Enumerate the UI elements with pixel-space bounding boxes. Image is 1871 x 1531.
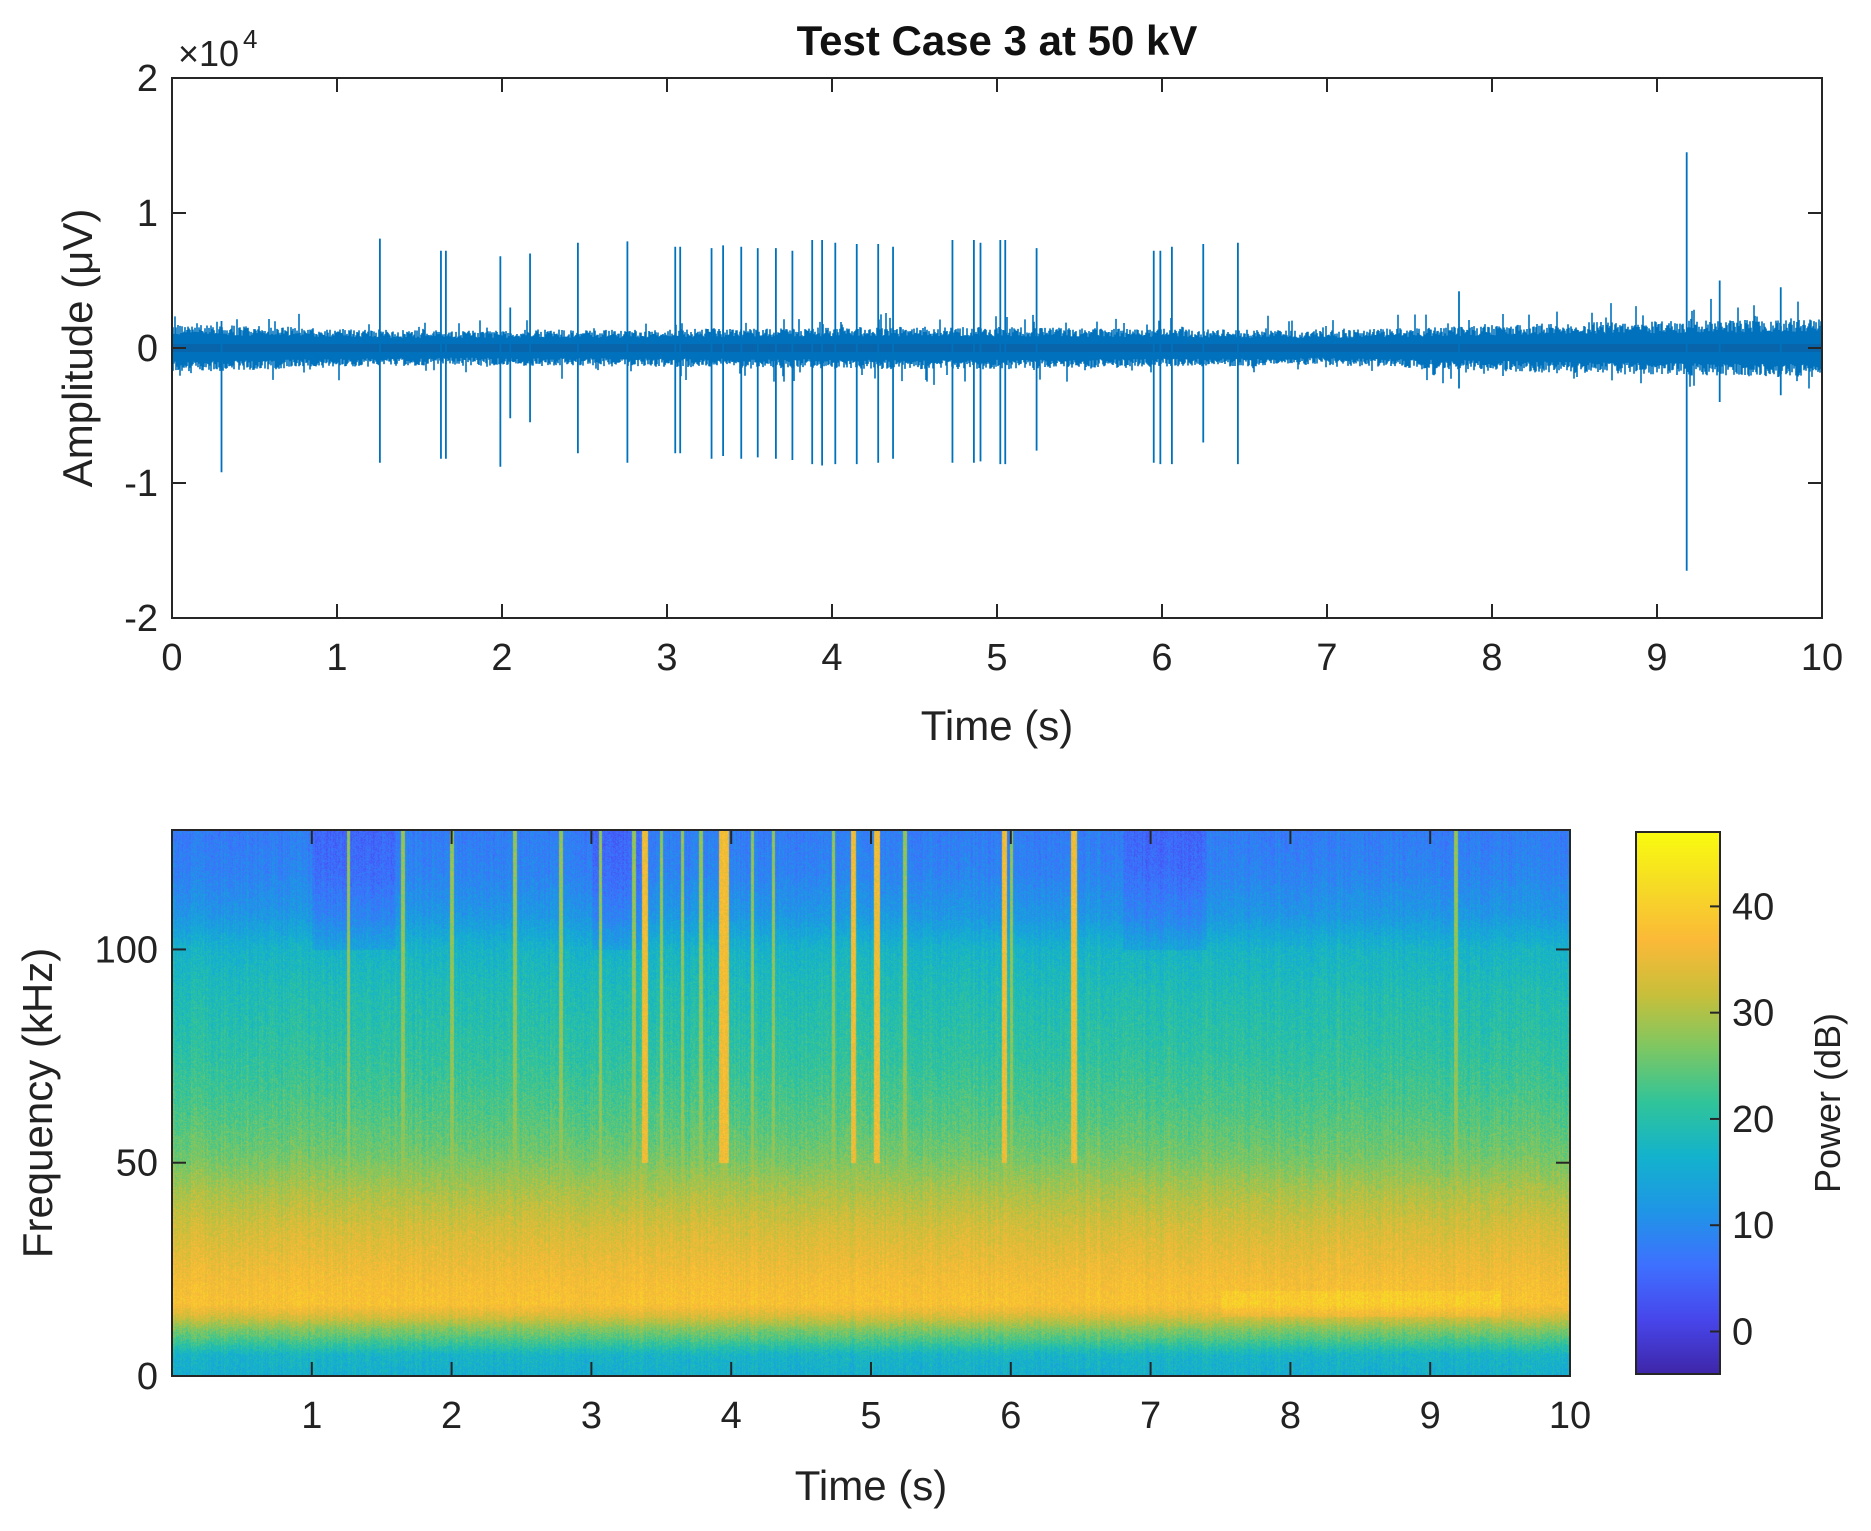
amplitude-signal — [172, 152, 1822, 571]
colorbar-tick-label: 0 — [1732, 1311, 1753, 1353]
top-x-tick-label: 10 — [1801, 637, 1843, 679]
bottom-x-tick-label: 10 — [1549, 1395, 1591, 1437]
top-y-axis-label: Amplitude (μV) — [54, 209, 101, 488]
spectrogram-raster — [172, 830, 1570, 1376]
top-x-tick-label: 0 — [161, 637, 182, 679]
top-x-tick-label: 1 — [326, 637, 347, 679]
top-x-axis-label: Time (s) — [921, 702, 1073, 749]
top-x-tick-label: 3 — [656, 637, 677, 679]
chart-title: Test Case 3 at 50 kV — [797, 17, 1198, 64]
colorbar-label: Power (dB) — [1807, 1013, 1848, 1193]
bottom-x-axis-ticks: 1 2 3 4 5 6 7 8 9 10 — [301, 830, 1591, 1437]
bottom-x-tick-label: 2 — [441, 1395, 462, 1437]
top-x-tick-label: 5 — [986, 637, 1007, 679]
top-y-tick-label: 0 — [137, 328, 158, 370]
top-x-tick-label: 8 — [1481, 637, 1502, 679]
bottom-y-axis-label: Frequency (kHz) — [14, 948, 61, 1258]
bottom-y-tick-label: 50 — [116, 1143, 158, 1185]
bottom-y-tick-label: 100 — [95, 929, 158, 971]
top-x-tick-label: 9 — [1646, 637, 1667, 679]
bottom-x-tick-label: 3 — [581, 1395, 602, 1437]
colorbar-tick-label: 20 — [1732, 1099, 1774, 1141]
amplitude-chart: Test Case 3 at 50 kV ×10 4 0 1 2 3 4 5 6 7 8 9 10 … — [54, 17, 1843, 749]
colorbar-tick-label: 10 — [1732, 1205, 1774, 1247]
bottom-x-tick-label: 5 — [860, 1395, 881, 1437]
top-y-tick-label: -1 — [124, 463, 158, 505]
y-exponent-label: ×10 4 — [178, 24, 257, 74]
top-x-tick-label: 7 — [1316, 637, 1337, 679]
top-y-tick-label: -2 — [124, 598, 158, 640]
y-exponent-power: 4 — [243, 24, 257, 54]
top-x-axis-ticks: 0 1 2 3 4 5 6 7 8 9 10 — [161, 78, 1843, 679]
top-y-tick-label: 2 — [137, 58, 158, 100]
y-exponent-base: ×10 — [178, 33, 239, 74]
bottom-x-axis-label: Time (s) — [795, 1462, 947, 1509]
top-x-tick-label: 6 — [1151, 637, 1172, 679]
top-x-tick-label: 4 — [821, 637, 842, 679]
colorbar-tick-label: 40 — [1732, 886, 1774, 928]
top-x-tick-label: 2 — [491, 637, 512, 679]
top-y-tick-label: 1 — [137, 193, 158, 235]
amplitude-noise-band — [172, 298, 1822, 389]
bottom-x-tick-label: 6 — [1000, 1395, 1021, 1437]
bottom-x-tick-label: 7 — [1140, 1395, 1161, 1437]
colorbar-ticks: 0 10 20 30 40 — [1710, 886, 1774, 1353]
spectrogram-image — [172, 830, 1570, 1376]
bottom-x-tick-label: 4 — [721, 1395, 742, 1437]
bottom-x-tick-label: 1 — [301, 1395, 322, 1437]
bottom-x-tick-label: 9 — [1420, 1395, 1441, 1437]
bottom-y-axis-ticks: 0 50 100 — [95, 929, 1570, 1398]
colorbar-tick-label: 30 — [1732, 993, 1774, 1035]
bottom-x-tick-label: 8 — [1280, 1395, 1301, 1437]
top-y-axis-ticks: -2 -1 0 1 2 — [124, 58, 1822, 640]
colorbar — [1635, 831, 1721, 1375]
bottom-y-tick-label: 0 — [137, 1356, 158, 1398]
